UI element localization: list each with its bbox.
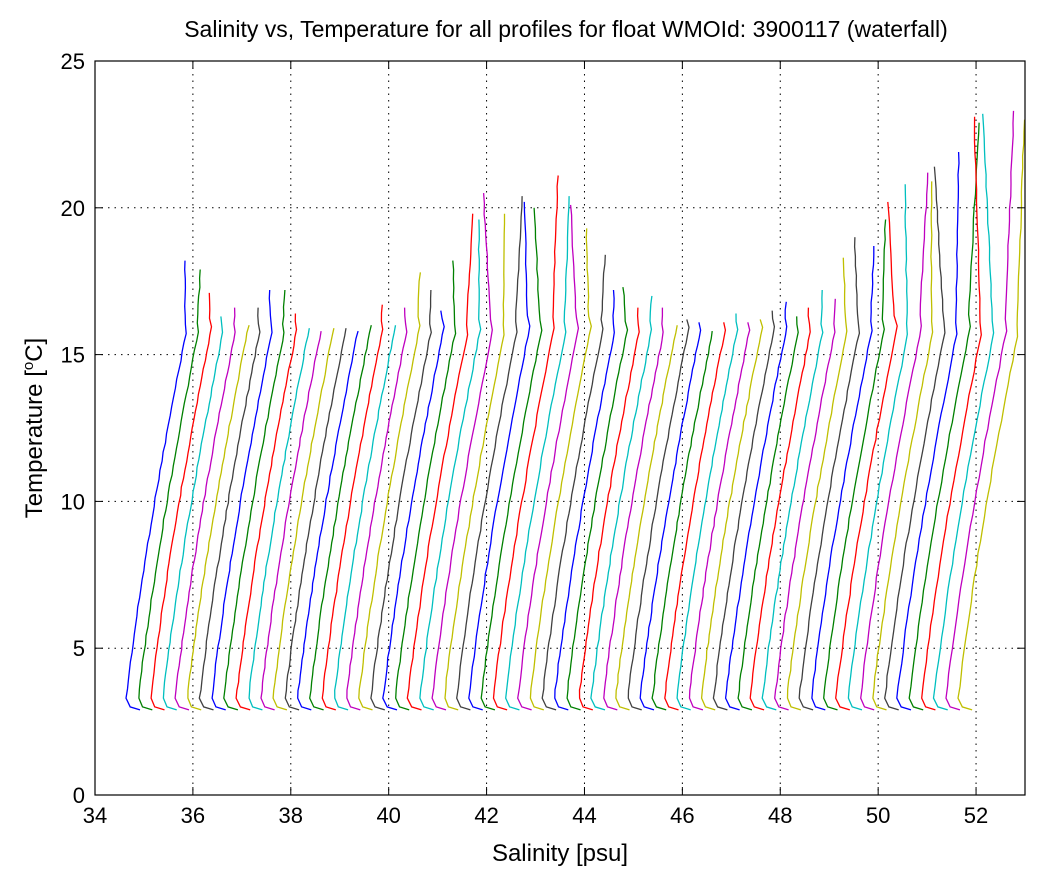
grid (95, 61, 1025, 795)
profile-line (297, 330, 359, 711)
profile-line (456, 196, 523, 711)
profile-line (908, 122, 980, 711)
x-tick-label: 38 (279, 803, 303, 828)
profile-line (272, 328, 335, 711)
profile-line (798, 237, 861, 711)
y-tick-label: 15 (61, 343, 85, 368)
profile-line (517, 204, 580, 711)
y-tick-label: 0 (73, 783, 85, 808)
profile-line (382, 310, 445, 711)
profile-line (284, 328, 347, 711)
profile-line (431, 193, 493, 711)
profile-line (444, 213, 506, 711)
profile-line (187, 325, 250, 711)
profile-line (406, 213, 474, 711)
profile-line (786, 257, 848, 711)
y-axis-label-superscript: o (20, 362, 37, 370)
profile-line (896, 151, 960, 711)
profile-line (627, 319, 690, 711)
profile-line (162, 316, 224, 711)
x-tick-label: 44 (572, 803, 596, 828)
profile-line (529, 228, 592, 711)
profile-line (554, 289, 615, 711)
chart-title: Salinity vs, Temperature for all profile… (184, 16, 948, 42)
profile-line (419, 219, 482, 711)
x-tick-label: 48 (768, 803, 792, 828)
profile-line (211, 289, 273, 711)
x-tick-label: 46 (670, 803, 694, 828)
profile-line (932, 113, 995, 711)
x-tick-label: 42 (474, 803, 498, 828)
y-tick-label: 20 (61, 196, 85, 221)
profile-line (125, 260, 187, 711)
y-axis-label-main: Temperature [ (21, 370, 48, 518)
profile-line (309, 325, 372, 711)
profile-line (847, 184, 908, 711)
profile-line (603, 307, 664, 711)
profile-line (578, 307, 640, 711)
profile-line (615, 325, 678, 711)
x-axis-label: Salinity [psu] (492, 840, 628, 867)
profile-line (639, 322, 702, 711)
profile-line (566, 287, 629, 711)
y-axis-label: Temperature [oC] (20, 338, 48, 518)
profile-line (505, 196, 570, 711)
profile-line (761, 289, 824, 711)
profile-line (198, 307, 261, 711)
profile-line (835, 201, 898, 711)
profile-line (921, 116, 982, 711)
profile-line (957, 119, 1026, 711)
profile-line (688, 322, 751, 711)
profile-line (811, 246, 875, 711)
profile-line (346, 307, 408, 711)
profile-series (125, 110, 1026, 711)
profile-line (248, 328, 310, 711)
profile-line (235, 313, 298, 711)
profile-line (260, 330, 322, 711)
y-tick-label: 25 (61, 49, 85, 74)
x-tick-label: 50 (866, 803, 890, 828)
profile-line (676, 313, 739, 711)
profile-line (138, 269, 201, 711)
profile-line (468, 201, 531, 711)
profile-line (223, 289, 286, 711)
x-tick-label: 52 (964, 803, 988, 828)
profile-line (150, 292, 213, 711)
profile-line (860, 172, 929, 711)
y-axis-label-unit: C] (21, 338, 48, 362)
profile-line (174, 307, 236, 711)
y-tick-label: 10 (61, 489, 85, 514)
profile-line (774, 298, 836, 711)
x-tick-label: 36 (181, 803, 205, 828)
x-tick-label: 34 (83, 803, 107, 828)
profile-line (737, 316, 799, 711)
profile-line (358, 272, 422, 711)
profile-line (321, 304, 384, 711)
profile-line (664, 322, 727, 711)
profile-line (541, 254, 606, 711)
profile-line (590, 295, 653, 711)
profile-line (700, 319, 764, 711)
y-tick-label: 5 (73, 636, 85, 661)
profile-line (334, 325, 397, 711)
profile-line (712, 310, 776, 711)
profile-line (872, 181, 934, 711)
profile-line (884, 166, 946, 711)
ticks: 34 36 38 40 42 44 46 48 50 52 0 5 10 15 20 25 (61, 49, 1025, 828)
profile-line (492, 175, 559, 711)
axes-frame (94, 60, 1026, 796)
profile-line (395, 260, 457, 711)
profile-line (651, 331, 713, 711)
profile-line (945, 110, 1015, 711)
profile-line (370, 289, 432, 711)
profile-line (724, 301, 788, 711)
profile-line (823, 219, 887, 711)
profile-line (480, 207, 543, 711)
x-tick-label: 40 (376, 803, 400, 828)
profile-line (749, 307, 811, 711)
